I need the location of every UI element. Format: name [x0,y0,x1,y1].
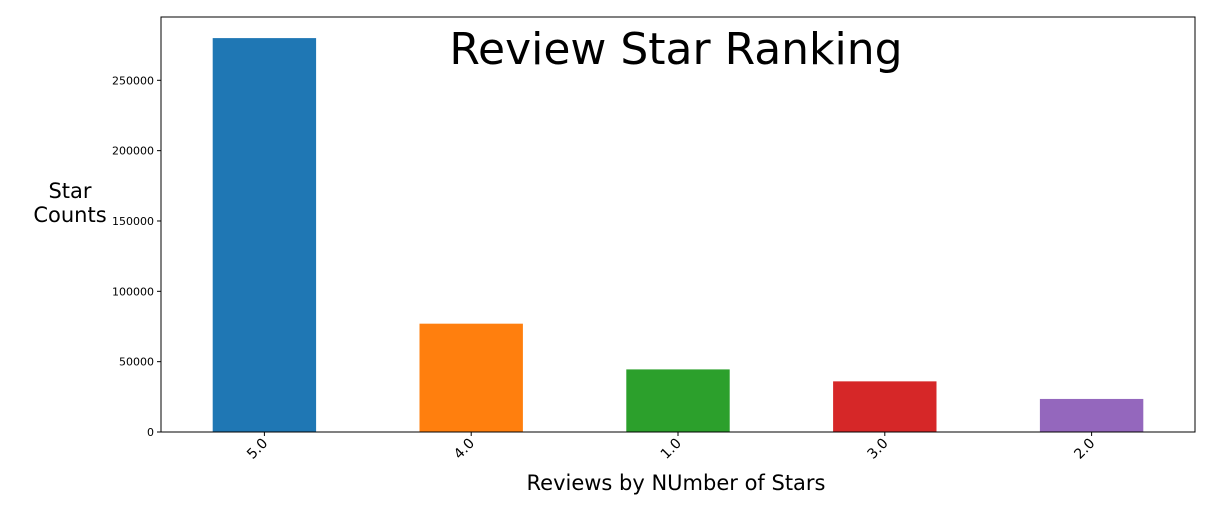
y-tick-label: 200000 [112,145,154,158]
y-tick-label: 50000 [119,356,154,369]
bar-1.0 [626,369,730,432]
bar-5.0 [212,38,317,433]
y-axis-label: Star Counts [33,179,106,227]
bar-3.0 [833,381,937,432]
bars-group [212,38,1144,433]
y-tick-label: 250000 [112,74,154,87]
bar-2.0 [1039,398,1144,432]
y-axis-ticks: 0 50000 100000 150000 200000 250000 [112,74,161,439]
y-tick-label: 0 [147,426,154,439]
plot-frame [160,16,1196,433]
bar-4.0 [419,323,523,432]
x-axis-label: Reviews by NUmber of Stars [527,471,826,495]
y-tick-label: 100000 [112,285,154,298]
chart-title: Review Star Ranking [449,24,902,75]
y-tick-label: 150000 [112,215,154,228]
